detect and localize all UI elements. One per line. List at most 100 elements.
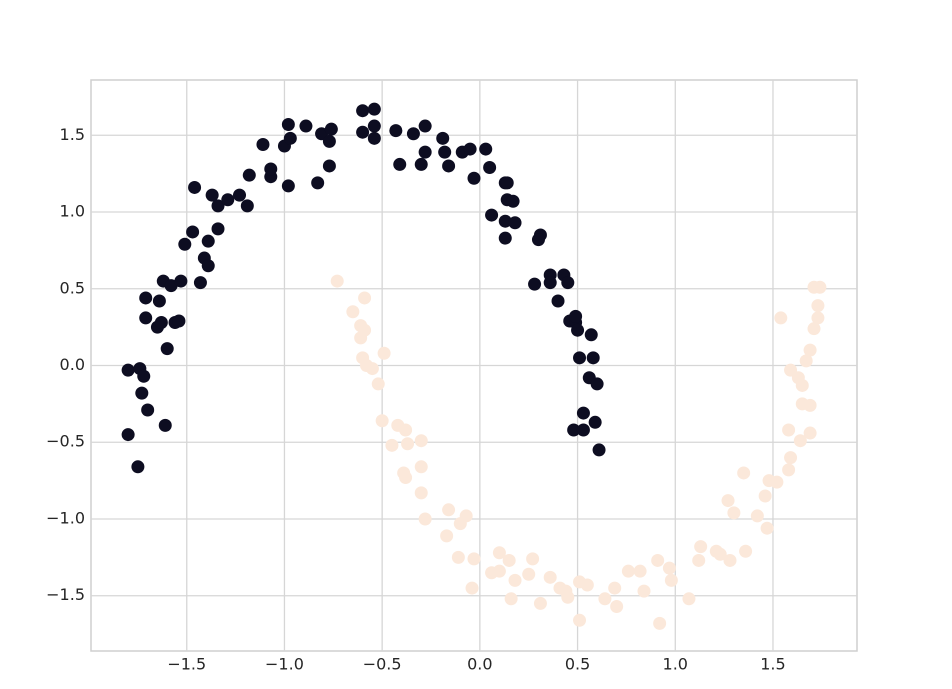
scatter-point (522, 567, 536, 581)
scatter-point (367, 119, 381, 133)
y-tick-label: −0.5 (46, 432, 85, 451)
scatter-point (375, 414, 389, 428)
scatter-point (813, 280, 827, 294)
scatter-point (221, 193, 235, 207)
x-tick-label: 1.0 (663, 655, 688, 674)
scatter-point (485, 208, 499, 222)
scatter-point (774, 311, 788, 325)
scatter-point (465, 581, 479, 595)
scatter-point (580, 578, 594, 592)
scatter-point (205, 188, 219, 202)
x-tick-label: −1.5 (167, 655, 206, 674)
scatter-point (459, 509, 473, 523)
scatter-point (442, 159, 456, 173)
scatter-point (242, 168, 256, 182)
scatter-point (479, 142, 493, 156)
scatter-point (178, 237, 192, 251)
scatter-point (283, 131, 297, 145)
scatter-point (442, 503, 456, 517)
scatter-point (256, 137, 270, 151)
scatter-point (592, 443, 606, 457)
scatter-point (508, 573, 522, 587)
scatter-point (211, 222, 225, 236)
scatter-point (492, 564, 506, 578)
scatter-point (760, 521, 774, 535)
scatter-point (371, 377, 385, 391)
scatter-point (498, 214, 512, 228)
scatter-point (121, 428, 135, 442)
scatter-point (467, 171, 481, 185)
scatter-point (567, 423, 581, 437)
scatter-point (131, 460, 145, 474)
scatter-point (281, 118, 295, 132)
scatter-point (414, 486, 428, 500)
scatter-point (576, 406, 590, 420)
scatter-point (739, 544, 753, 558)
scatter-point (322, 134, 336, 148)
scatter-point (492, 546, 506, 560)
scatter-point (758, 489, 772, 503)
scatter-point (154, 316, 168, 330)
scatter-point (121, 363, 135, 377)
scatter-point (483, 160, 497, 174)
scatter-point (610, 599, 624, 613)
scatter-point (451, 550, 465, 564)
scatter-point (139, 311, 153, 325)
scatter-point (135, 386, 149, 400)
scatter-point (139, 291, 153, 305)
scatter-point (356, 125, 370, 139)
y-tick-label: 1.0 (60, 202, 85, 221)
scatter-point (782, 463, 796, 477)
scatter-point (723, 553, 737, 567)
scatter-point (385, 438, 399, 452)
scatter-point (324, 122, 338, 136)
scatter-point (551, 294, 565, 308)
scatter-point (807, 322, 821, 336)
scatter-point (330, 274, 344, 288)
y-tick-label: −1.5 (46, 585, 85, 604)
scatter-point (299, 119, 313, 133)
scatter-point (377, 346, 391, 360)
scatter-point (500, 176, 514, 190)
scatter-point (598, 592, 612, 606)
scatter-point (727, 506, 741, 520)
scatter-point (240, 199, 254, 213)
scatter-point (137, 369, 151, 383)
scatter-point (584, 328, 598, 342)
scatter-point (211, 199, 225, 213)
scatter-point (543, 570, 557, 584)
scatter-point (770, 475, 784, 489)
scatter-point (682, 592, 696, 606)
scatter-point (367, 102, 381, 116)
scatter-point (188, 180, 202, 194)
scatter-point (795, 378, 809, 392)
scatter-point (586, 351, 600, 365)
scatter-point (233, 188, 247, 202)
scatter-point (399, 423, 413, 437)
x-tick-label: 1.5 (760, 655, 785, 674)
scatter-point (322, 159, 336, 173)
y-tick-label: −1.0 (46, 508, 85, 527)
scatter-point (463, 142, 477, 156)
scatter-point (811, 311, 825, 325)
scatter-point (590, 377, 604, 391)
scatter-point (721, 494, 735, 508)
scatter-point (418, 145, 432, 159)
scatter-point (811, 299, 825, 313)
scatter-point (264, 162, 278, 176)
scatter-point (141, 403, 155, 417)
scatter-point (393, 157, 407, 171)
scatter-point (637, 584, 651, 598)
scatter-point (506, 194, 520, 208)
scatter-point (750, 509, 764, 523)
scatter-point (803, 398, 817, 412)
y-tick-label: 1.5 (60, 125, 85, 144)
scatter-point (543, 276, 557, 290)
scatter-point (633, 564, 647, 578)
scatter-point (467, 552, 481, 566)
scatter-point (692, 553, 706, 567)
scatter-point (346, 305, 360, 319)
y-tick-label: 0.5 (60, 278, 85, 297)
scatter-point (281, 179, 295, 193)
